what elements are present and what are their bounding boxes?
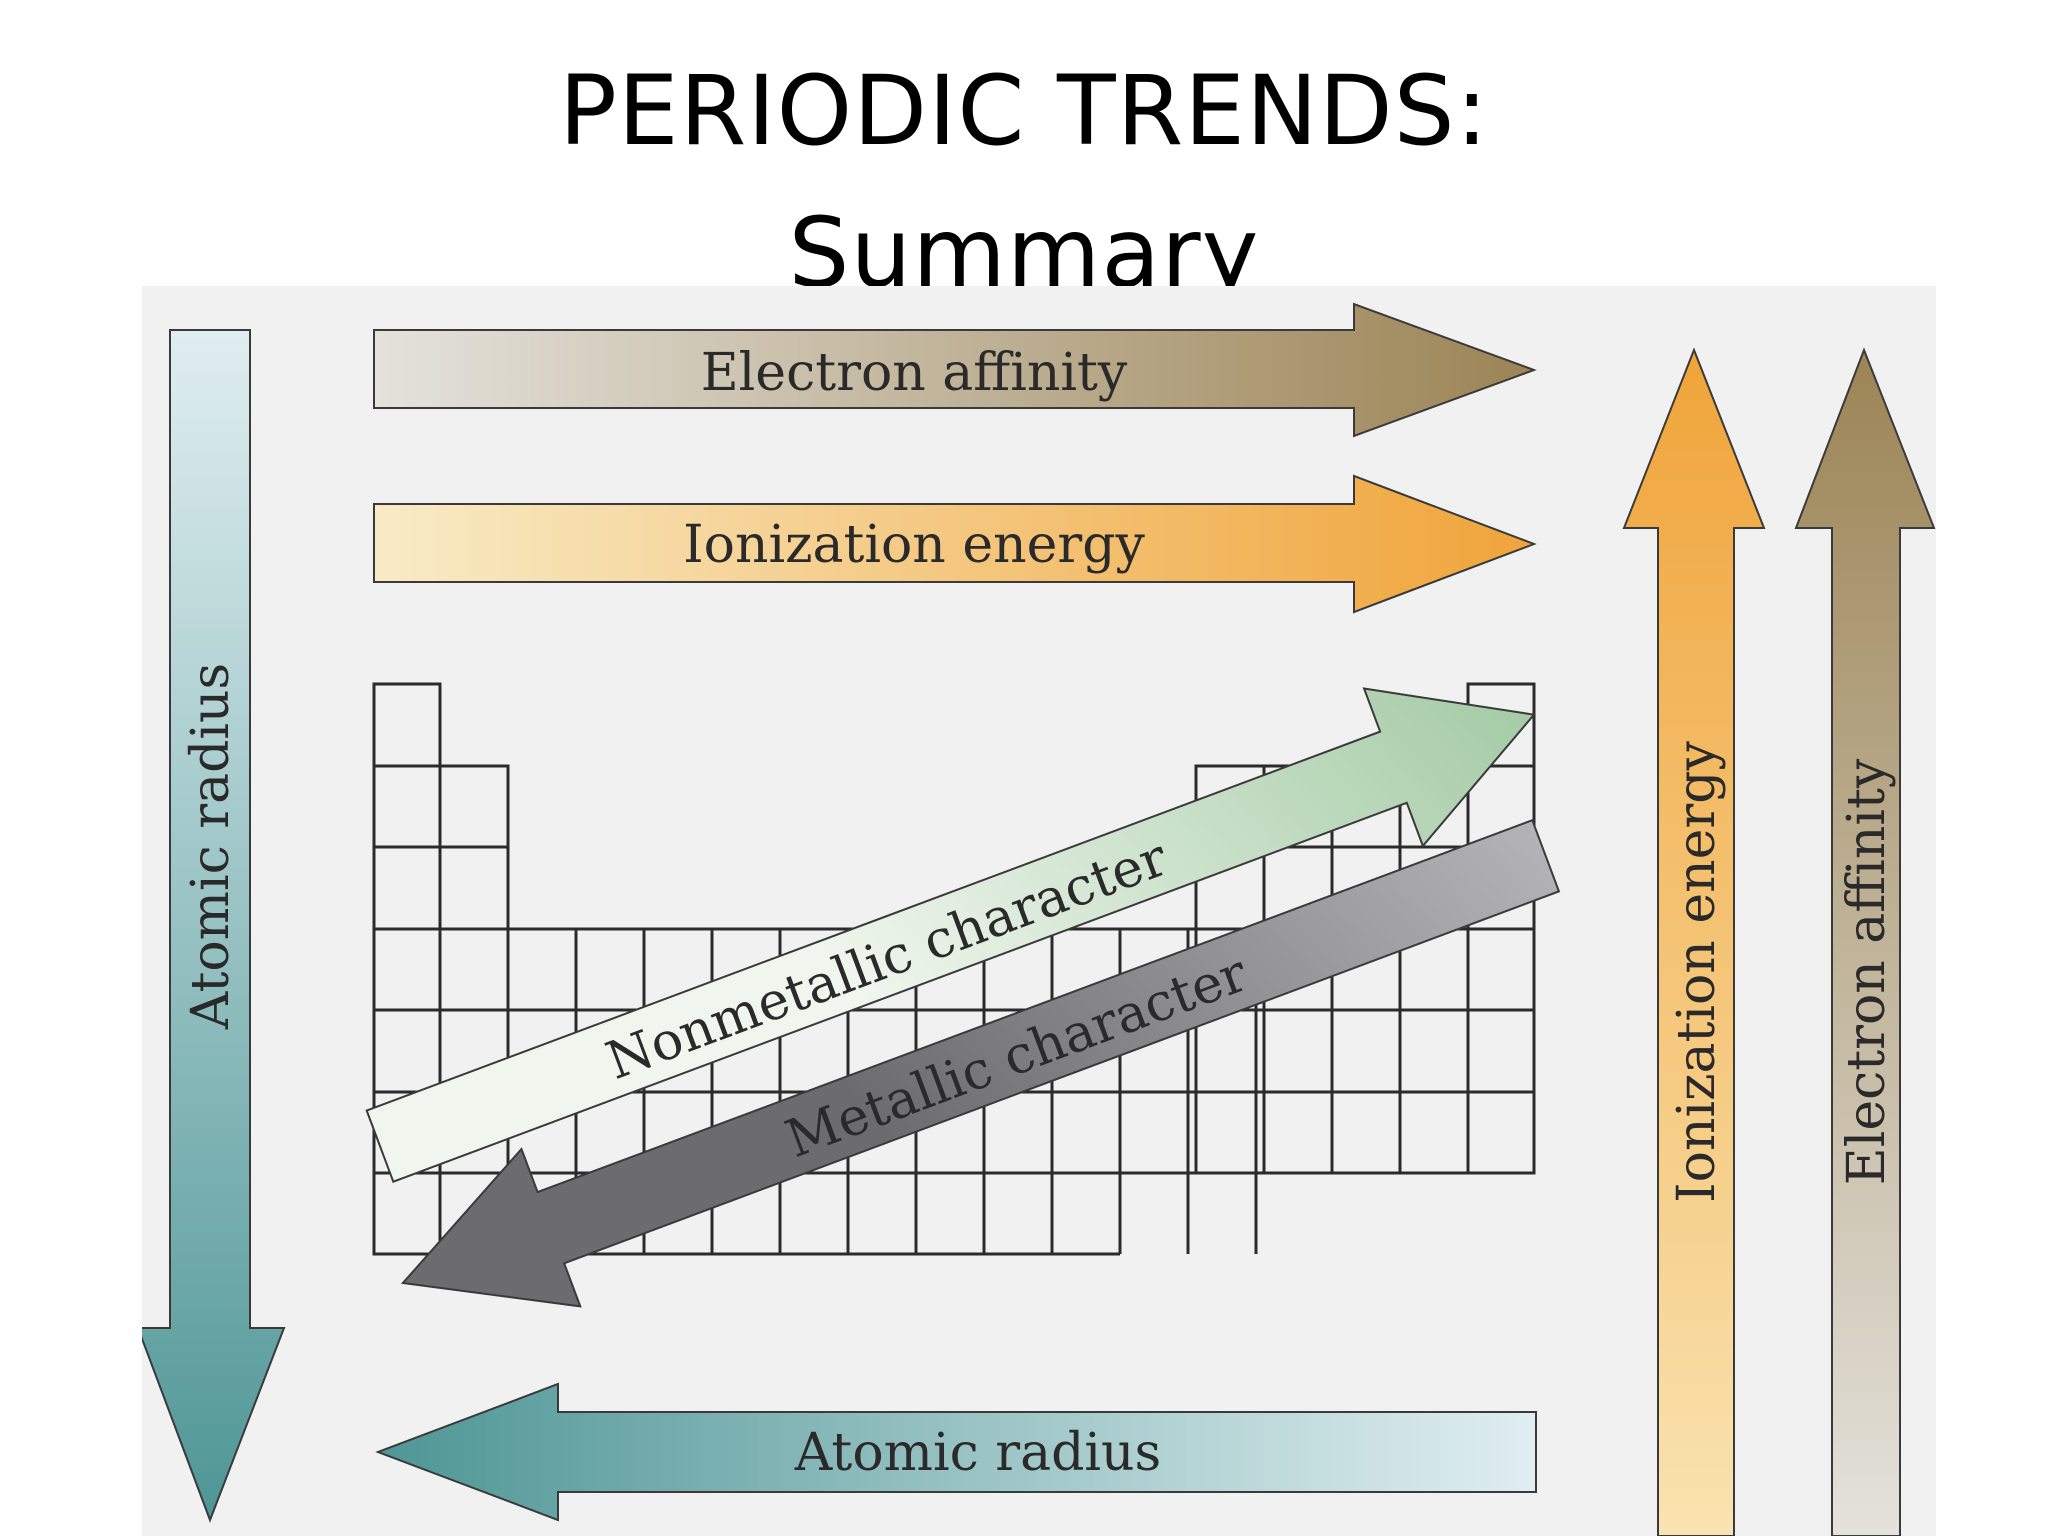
slide-title: PERIODIC TRENDS: Summary [0,40,2048,324]
atomic-radius-vertical-label: Atomic radius [181,663,241,1030]
ionization-energy-vertical-label: Ionization energy [1667,740,1727,1202]
title-line-1: PERIODIC TRENDS: [559,55,1489,167]
ionization-energy-label: Ionization energy [683,515,1145,575]
ionization-energy-vertical-arrow: Ionization energy [1622,347,1766,1536]
ionization-energy-horizontal-arrow: Ionization energy [373,474,1537,614]
atomic-radius-horizontal-label: Atomic radius [794,1423,1161,1483]
electron-affinity-horizontal-arrow: Electron affinity [373,302,1537,438]
electron-affinity-vertical-label: Electron affinity [1837,758,1897,1185]
electron-affinity-label: Electron affinity [701,343,1128,403]
atomic-radius-horizontal-arrow: Atomic radius [375,1382,1537,1522]
atomic-radius-vertical-arrow: Atomic radius [142,329,286,1523]
electron-affinity-vertical-arrow: Electron affinity [1794,347,1936,1536]
periodic-trends-figure: Electron affinity Ionization energy Atom… [142,286,1936,1536]
trends-diagram: Electron affinity Ionization energy Atom… [142,302,1936,1536]
